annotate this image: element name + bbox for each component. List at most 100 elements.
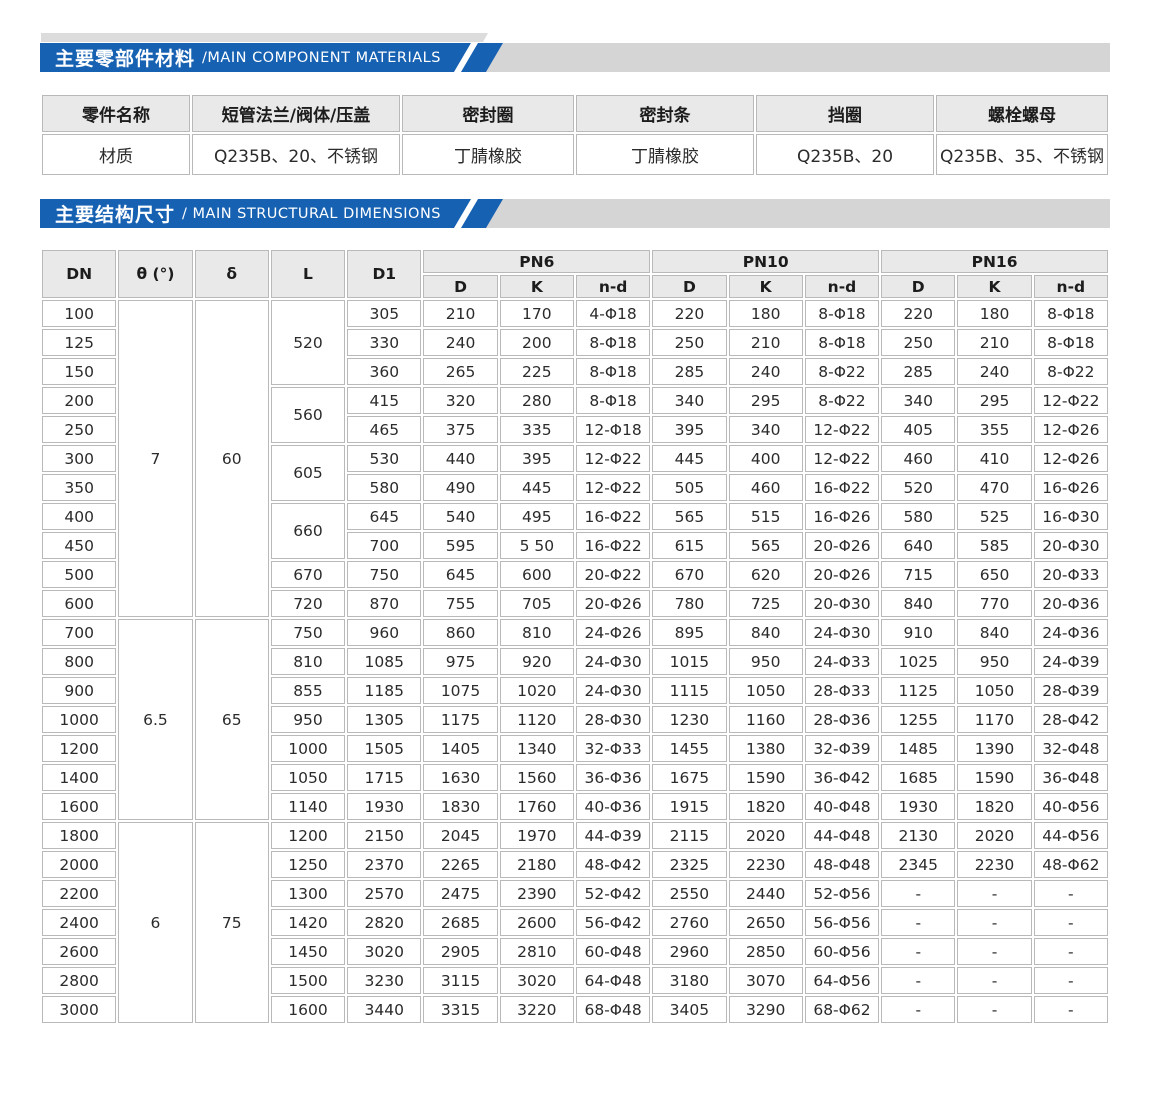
pn16-cell: 20-Φ36 xyxy=(1033,590,1108,617)
pn16-cell: - xyxy=(881,967,956,994)
dims-data-row: 500 670 750 645 600 20-Φ22 670 620 20-Φ26 715 650 2… xyxy=(42,561,1108,588)
pn6-cell: 3315 xyxy=(423,996,498,1023)
l-cell: 1500 xyxy=(270,967,346,994)
pn10-cell: 2850 xyxy=(728,938,803,965)
pn16-cell: 2020 xyxy=(957,822,1032,849)
pn16-cell: - xyxy=(1033,996,1108,1023)
pn10-cell: 620 xyxy=(728,561,803,588)
pn10-cell: 3180 xyxy=(652,967,727,994)
materials-data-cell: Q235B、20 xyxy=(756,134,934,175)
dims-sub-header-cell: D xyxy=(423,275,498,298)
pn16-cell: 1390 xyxy=(957,735,1032,762)
pn16-cell: - xyxy=(881,938,956,965)
pn6-cell: 200 xyxy=(499,329,574,356)
pn16-cell: 1255 xyxy=(881,706,956,733)
pn16-cell: 180 xyxy=(957,300,1032,327)
pn16-cell: 16-Φ26 xyxy=(1033,474,1108,501)
pn6-cell: 24-Φ30 xyxy=(575,648,651,675)
pn10-cell: 8-Φ22 xyxy=(804,358,880,385)
dims-data-row: 2600 1450 3020 2905 2810 60-Φ48 2960 2850 60-Φ56… xyxy=(42,938,1108,965)
materials-data-cell: Q235B、35、不锈钢 xyxy=(936,134,1108,175)
pn10-cell: 40-Φ48 xyxy=(804,793,880,820)
pn10-cell: 3070 xyxy=(728,967,803,994)
d1-cell: 1305 xyxy=(347,706,422,733)
pn6-cell: 2180 xyxy=(499,851,574,878)
materials-banner: 主要零部件材料 /MAIN COMPONENT MATERIALS xyxy=(40,43,471,72)
pn10-cell: 2550 xyxy=(652,880,727,907)
pn16-cell: 355 xyxy=(957,416,1032,443)
pn6-cell: 265 xyxy=(423,358,498,385)
pn10-cell: 36-Φ42 xyxy=(804,764,880,791)
pn10-cell: 44-Φ48 xyxy=(804,822,880,849)
pn16-cell: 8-Φ18 xyxy=(1033,329,1108,356)
pn6-cell: 2810 xyxy=(499,938,574,965)
pn6-cell: 595 xyxy=(423,532,498,559)
l-cell: 855 xyxy=(270,677,346,704)
pn6-cell: 40-Φ36 xyxy=(575,793,651,820)
d1-cell: 3020 xyxy=(347,938,422,965)
dims-data-row: 2200 1300 2570 2475 2390 52-Φ42 2550 2440 52-Φ56… xyxy=(42,880,1108,907)
materials-header-cell: 零件名称 xyxy=(42,95,190,132)
dn-cell: 1600 xyxy=(42,793,117,820)
dimensions-title-en: / MAIN STRUCTURAL DIMENSIONS xyxy=(182,205,442,222)
dims-data-row: 400 660 645 540 495 16-Φ22 565 515 16-Φ26 580 525 1… xyxy=(42,503,1108,559)
pn16-cell: 8-Φ22 xyxy=(1033,358,1108,385)
pn16-cell: 405 xyxy=(881,416,956,443)
banner-gray-bar xyxy=(486,199,1110,228)
d1-cell: 960 xyxy=(347,619,422,646)
pn6-cell: 2045 xyxy=(423,822,498,849)
dims-sub-header-cell: K xyxy=(957,275,1032,298)
d1-cell: 415 xyxy=(347,387,422,414)
l-cell: 560 xyxy=(270,387,346,443)
pn10-cell: 2760 xyxy=(652,909,727,936)
pn6-cell: 920 xyxy=(499,648,574,675)
pn10-cell: 1115 xyxy=(652,677,727,704)
dn-cell: 100 xyxy=(42,300,117,327)
pn6-cell: 860 xyxy=(423,619,498,646)
pn10-cell: 670 xyxy=(652,561,727,588)
dn-cell: 800 xyxy=(42,648,117,675)
dn-cell: 2800 xyxy=(42,967,117,994)
pn6-cell: 1560 xyxy=(499,764,574,791)
pn6-cell: 68-Φ48 xyxy=(575,996,651,1023)
dims-sub-header-cell: n-d xyxy=(804,275,880,298)
pn6-cell: 12-Φ22 xyxy=(575,474,651,501)
dn-cell: 500 xyxy=(42,561,117,588)
materials-table-head: 零件名称 短管法兰/阀体/压盖 密封圈 密封条 挡圈 螺栓螺母 xyxy=(42,95,1108,132)
pn10-cell: 780 xyxy=(652,590,727,617)
dims-data-row: 350 580 490 445 12-Φ22 505 460 16-Φ22 520 470 16-Φ… xyxy=(42,474,1108,501)
pn16-cell: - xyxy=(957,880,1032,907)
pn10-cell: 615 xyxy=(652,532,727,559)
dims-sub-header-cell: n-d xyxy=(575,275,651,298)
l-cell: 520 xyxy=(270,300,346,385)
pn6-cell: 225 xyxy=(499,358,574,385)
dims-pn-group-cell: PN10 xyxy=(652,250,880,273)
pn16-cell: 285 xyxy=(881,358,956,385)
pn6-cell: 16-Φ22 xyxy=(575,532,651,559)
delta-cell: 60 xyxy=(194,300,269,617)
pn6-cell: 28-Φ30 xyxy=(575,706,651,733)
pn10-cell: 395 xyxy=(652,416,727,443)
dims-sub-header-cell: K xyxy=(728,275,803,298)
pn16-cell: 950 xyxy=(957,648,1032,675)
pn16-cell: 770 xyxy=(957,590,1032,617)
pn16-cell: 2345 xyxy=(881,851,956,878)
pn10-cell: 48-Φ48 xyxy=(804,851,880,878)
materials-title-cn: 主要零部件材料 xyxy=(55,48,196,70)
pn16-cell: 1485 xyxy=(881,735,956,762)
dn-cell: 700 xyxy=(42,619,117,646)
pn10-cell: 3290 xyxy=(728,996,803,1023)
pn6-cell: 36-Φ36 xyxy=(575,764,651,791)
pn16-cell: 295 xyxy=(957,387,1032,414)
dims-pn-group-cell: PN6 xyxy=(423,250,651,273)
dn-cell: 2600 xyxy=(42,938,117,965)
dn-cell: 350 xyxy=(42,474,117,501)
materials-data-cell: Q235B、20、不锈钢 xyxy=(192,134,400,175)
materials-data-cell: 材质 xyxy=(42,134,190,175)
pn16-cell: 12-Φ22 xyxy=(1033,387,1108,414)
materials-header-row: 零件名称 短管法兰/阀体/压盖 密封圈 密封条 挡圈 螺栓螺母 xyxy=(42,95,1108,132)
pn16-cell: 20-Φ33 xyxy=(1033,561,1108,588)
pn6-cell: 8-Φ18 xyxy=(575,387,651,414)
pn16-cell: 580 xyxy=(881,503,956,530)
pn10-cell: 68-Φ62 xyxy=(804,996,880,1023)
